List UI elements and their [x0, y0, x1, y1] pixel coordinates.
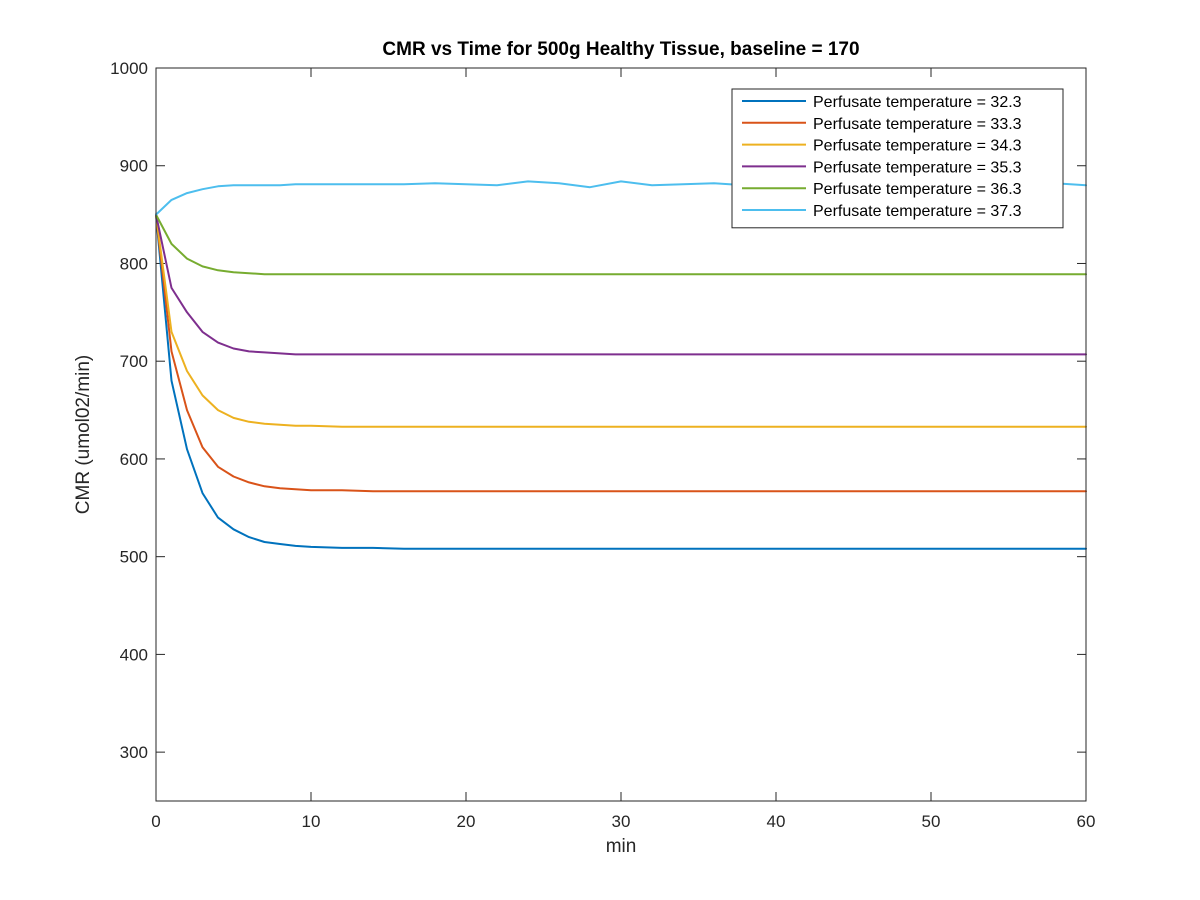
axis-ticks: 0 10 20 30 40 50 60 300 400 500 600 700 800 900 1000 [110, 59, 1095, 831]
chart-title: CMR vs Time for 500g Healthy Tissue, bas… [382, 39, 859, 60]
x-tick-label: 50 [922, 812, 941, 831]
legend: Perfusate temperature = 32.3 Perfusate te… [731, 88, 1064, 229]
series-lines [155, 180, 1087, 550]
y-tick-label: 300 [120, 743, 148, 762]
y-tick-label: 600 [120, 450, 148, 469]
legend-label-6: Perfusate temperature = 37.3 [813, 203, 1022, 220]
y-tick-label: 800 [120, 254, 148, 273]
legend-label-5: Perfusate temperature = 36.3 [813, 181, 1022, 198]
legend-box [731, 88, 1064, 229]
legend-label-1: Perfusate temperature = 32.3 [813, 94, 1022, 111]
y-tick-label: 700 [120, 352, 148, 371]
y-tick-label: 1000 [110, 59, 148, 78]
x-axis-label: min [606, 836, 637, 857]
y-tick-label: 900 [120, 157, 148, 176]
x-tick-label: 0 [151, 812, 160, 831]
x-tick-label: 20 [457, 812, 476, 831]
legend-label-3: Perfusate temperature = 34.3 [813, 138, 1022, 155]
y-tick-label: 400 [120, 645, 148, 664]
x-tick-label: 30 [612, 812, 631, 831]
plot-frame [155, 67, 1087, 802]
series-line-1 [155, 213, 1087, 550]
x-tick-label: 40 [767, 812, 786, 831]
x-tick-label: 10 [302, 812, 321, 831]
legend-label-2: Perfusate temperature = 33.3 [813, 116, 1022, 133]
y-axis-label: CMR (umol02/min) [73, 355, 94, 514]
series-line-5 [155, 213, 1087, 276]
x-tick-label: 60 [1077, 812, 1096, 831]
legend-label-4: Perfusate temperature = 35.3 [813, 159, 1022, 176]
y-tick-label: 500 [120, 548, 148, 567]
series-line-4 [155, 213, 1087, 356]
series-line-3 [155, 213, 1087, 428]
series-line-2 [155, 213, 1087, 493]
